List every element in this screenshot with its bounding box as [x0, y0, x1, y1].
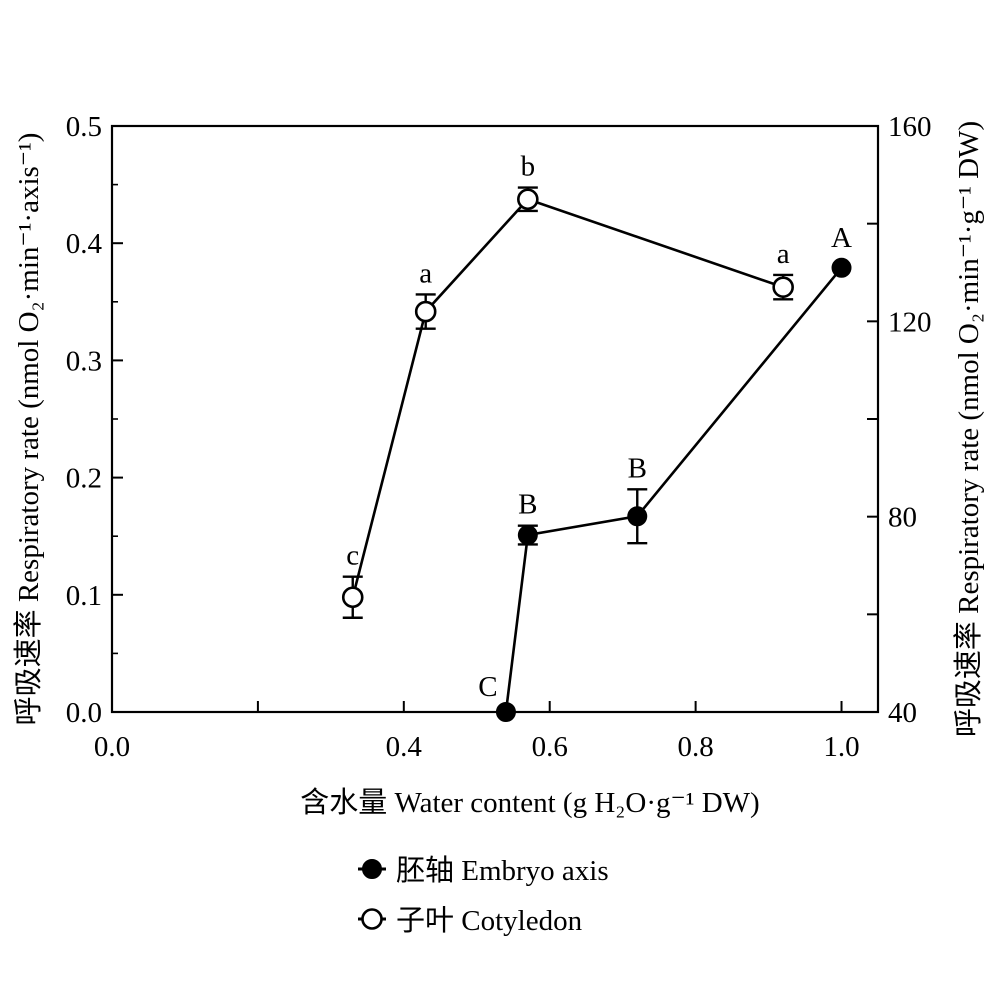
data-point	[517, 525, 538, 546]
right-y-tick-label: 120	[888, 306, 932, 338]
right-y-tick-label: 40	[888, 697, 917, 729]
significance-label: a	[419, 257, 432, 289]
left-y-axis-title: 呼吸速率 Respiratory rate (nmol O₂·min⁻¹·axi…	[12, 133, 45, 726]
left-y-tick-label: 0.1	[66, 580, 102, 612]
left-y-tick-label: 0.5	[66, 111, 102, 143]
left-y-tick-label: 0.4	[66, 228, 103, 260]
data-point	[414, 300, 437, 323]
left-y-tick-label: 0.2	[66, 463, 102, 495]
data-point	[627, 506, 648, 527]
x-tick-label: 1.0	[823, 731, 859, 763]
x-tick-label: 0.0	[94, 731, 130, 763]
legend-entry-cotyledon: 子叶 Cotyledon	[358, 905, 583, 937]
right-y-tick-label: 160	[888, 111, 932, 143]
significance-label: B	[518, 489, 537, 521]
data-point	[517, 188, 539, 211]
legend-entry-embryo-axis: 胚轴 Embryo axis	[358, 854, 609, 887]
data-point	[495, 702, 516, 722]
plot-frame	[110, 124, 880, 714]
significance-label: C	[478, 671, 497, 703]
legend-label-cotyledon: 子叶 Cotyledon	[396, 905, 583, 937]
right-y-axis-ticks: 40 80 120 160	[867, 111, 932, 729]
series-line	[351, 197, 784, 598]
x-tick-label: 0.6	[532, 731, 568, 763]
series-layer: C B B Ac a b a	[341, 151, 852, 722]
legend-marker-dot	[362, 859, 382, 879]
x-tick-label: 0.4	[386, 731, 423, 763]
significance-label: A	[831, 222, 852, 254]
legend: 胚轴 Embryo axis 子叶 Cotyledon	[358, 854, 609, 937]
significance-label: c	[346, 540, 359, 572]
series-embryo-axis: C B B A	[478, 222, 852, 722]
data-point	[341, 586, 364, 609]
legend-marker-filled-circle	[358, 859, 386, 879]
plot-border	[110, 124, 880, 714]
left-y-axis-ticks: 0.0 0.1 0.2 0.3 0.4 0.5	[66, 111, 123, 729]
significance-label: b	[521, 151, 536, 183]
significance-label: a	[777, 238, 790, 270]
left-y-tick-label: 0.0	[66, 697, 102, 729]
x-tick-label: 0.8	[677, 731, 713, 763]
right-y-tick-label: 80	[888, 502, 917, 534]
data-point	[772, 276, 794, 298]
left-y-tick-label: 0.3	[66, 345, 102, 377]
x-axis-title: 含水量 Water content (g H₂O·g⁻¹ DW)	[300, 786, 759, 819]
x-axis-ticks: 0.0 0.4 0.6 0.8 1.0	[94, 701, 860, 763]
series-line	[504, 266, 843, 713]
legend-marker-dot	[361, 908, 383, 930]
legend-label-embryo-axis: 胚轴 Embryo axis	[396, 854, 609, 887]
data-point	[831, 257, 852, 278]
right-y-axis-title: 呼吸速率 Respiratory rate (nmol O₂·min⁻¹·g⁻¹…	[952, 121, 985, 737]
legend-marker-open-circle	[358, 908, 386, 930]
significance-label: B	[628, 452, 647, 484]
series-cotyledon: c a b a	[341, 151, 794, 619]
